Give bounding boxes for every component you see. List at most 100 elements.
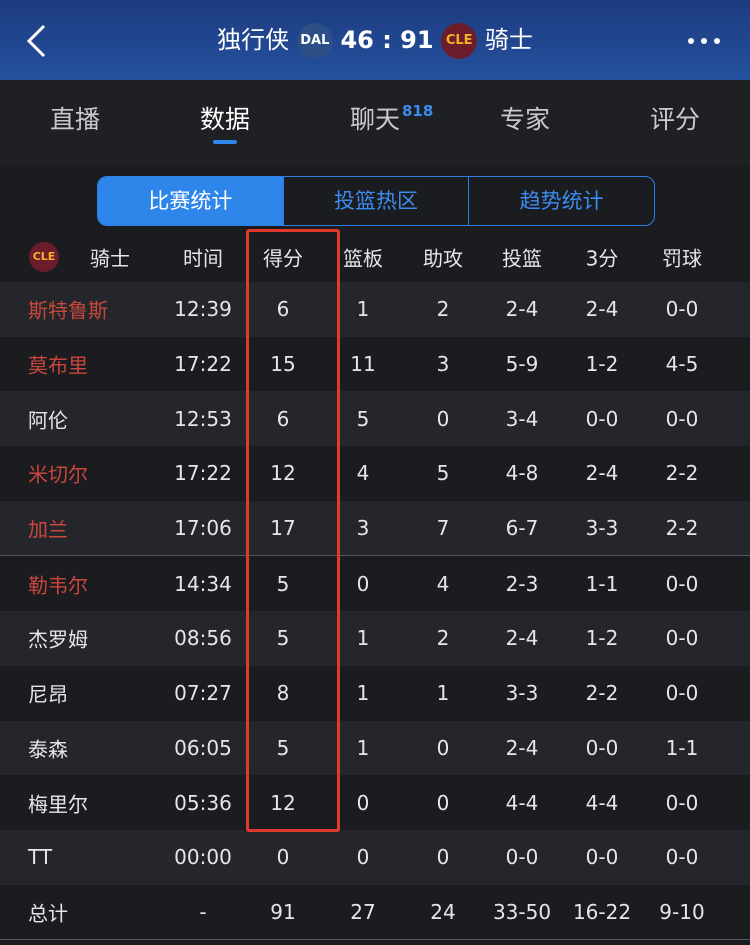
stat-cell: - — [199, 899, 207, 924]
stat-cell: 12 — [270, 461, 296, 486]
stat-cell: 2 — [436, 297, 450, 322]
stat-cell: 0-0 — [665, 571, 699, 596]
stat-cell: 4-4 — [585, 790, 619, 815]
player-name[interactable]: 加兰 — [28, 517, 68, 542]
stat-cell: 1 — [356, 735, 370, 760]
home-logo: DAL — [296, 23, 333, 59]
stat-cell: 08:56 — [174, 626, 232, 651]
stat-cell: 3-4 — [505, 406, 539, 431]
segment-control: 比赛统计 投篮热区 趋势统计 — [97, 176, 655, 226]
player-name[interactable]: 泰森 — [28, 737, 68, 762]
stat-cell: 2-4 — [585, 461, 619, 486]
segment[interactable]: 比赛统计 — [98, 177, 283, 225]
player-name[interactable]: 米切尔 — [28, 462, 88, 487]
stat-cell: 2-4 — [505, 626, 539, 651]
table-row: 总计 - 91 27 24 33-50 16-22 9-10 — [0, 884, 750, 941]
player-name[interactable]: 杰罗姆 — [28, 627, 88, 652]
tab[interactable]: 直播 — [49, 105, 101, 134]
tab[interactable]: 专家 — [499, 105, 551, 134]
stat-cell: 05:36 — [174, 790, 232, 815]
column-header: 3分 — [585, 246, 619, 271]
more-button[interactable] — [686, 36, 726, 46]
stat-cell: 07:27 — [174, 681, 232, 706]
stat-cell: 5 — [276, 735, 290, 760]
table-row: 勒韦尔 14:34 5 0 4 2-3 1-1 0-0 — [0, 555, 750, 612]
stat-cell: 0 — [356, 790, 370, 815]
player-name[interactable]: 莫布里 — [28, 353, 88, 378]
stat-cell: 15 — [270, 352, 296, 377]
player-name[interactable]: 总计 — [28, 901, 68, 926]
stat-cell: 17:22 — [174, 461, 232, 486]
stat-cell: 6 — [276, 406, 290, 431]
table-row: 尼昂 07:27 8 1 1 3-3 2-2 0-0 — [0, 665, 750, 721]
stat-cell: 1-1 — [665, 735, 699, 760]
chat-badge: 818 — [402, 102, 434, 120]
stat-cell: 2-2 — [665, 461, 699, 486]
stat-cell: 2-4 — [505, 735, 539, 760]
score: 46 : 91 — [340, 26, 434, 54]
stat-cell: 2-3 — [505, 571, 539, 596]
stat-cell: 17:06 — [174, 516, 232, 541]
tab-indicator — [213, 140, 237, 144]
stat-cell: 7 — [436, 516, 450, 541]
tab[interactable]: 数据 — [199, 105, 251, 134]
stat-cell: 2-4 — [585, 297, 619, 322]
team-logo: CLE — [29, 242, 59, 272]
player-name[interactable]: 斯特鲁斯 — [28, 298, 108, 323]
table-row: 加兰 17:06 17 3 7 6-7 3-3 2-2 — [0, 500, 750, 556]
stat-cell: 0-0 — [505, 845, 539, 870]
top-bar: 独行侠 DAL 46 : 91 CLE 骑士 — [0, 0, 750, 80]
tab[interactable]: 聊天 — [349, 105, 401, 134]
stat-cell: 0-0 — [665, 406, 699, 431]
stat-cell: 0 — [436, 735, 450, 760]
stat-cell: 27 — [350, 899, 376, 924]
tab[interactable]: 评分 — [649, 105, 701, 134]
stat-cell: 0 — [436, 790, 450, 815]
player-name[interactable]: TT — [28, 845, 53, 870]
segment[interactable]: 投篮热区 — [282, 177, 469, 225]
stat-cell: 12 — [270, 790, 296, 815]
stat-cell: 0-0 — [665, 790, 699, 815]
stat-cell: 1 — [356, 681, 370, 706]
stat-cell: 16-22 — [572, 899, 632, 924]
highlight-box — [246, 229, 340, 832]
back-button[interactable] — [24, 24, 48, 58]
stat-cell: 17 — [270, 516, 296, 541]
stat-cell: 17:22 — [174, 352, 232, 377]
column-header: 骑士 — [90, 246, 130, 271]
column-header: 篮板 — [343, 246, 383, 271]
stat-cell: 0-0 — [585, 406, 619, 431]
stat-cell: 0 — [436, 845, 450, 870]
stat-cell: 3-3 — [505, 681, 539, 706]
column-header: 得分 — [263, 246, 303, 271]
table-row: 米切尔 17:22 12 4 5 4-8 2-4 2-2 — [0, 446, 750, 501]
stat-cell: 5 — [356, 406, 370, 431]
stat-cell: 0-0 — [585, 735, 619, 760]
stat-cell: 5-9 — [505, 352, 539, 377]
stat-cell: 2 — [436, 626, 450, 651]
player-name[interactable]: 阿伦 — [28, 408, 68, 433]
tab-bar: 直播 数据 聊天 818 专家 评分 — [0, 80, 750, 165]
stat-cell: 2-2 — [665, 516, 699, 541]
home-team: 独行侠 — [217, 26, 290, 54]
stat-cell: 5 — [276, 626, 290, 651]
player-name[interactable]: 勒韦尔 — [28, 573, 88, 598]
stat-cell: 1-2 — [585, 626, 619, 651]
player-name[interactable]: 梅里尔 — [28, 792, 88, 817]
table-row: 杰罗姆 08:56 5 1 2 2-4 1-2 0-0 — [0, 611, 750, 666]
stat-cell: 0 — [356, 845, 370, 870]
stat-cell: 6 — [276, 297, 290, 322]
segment[interactable]: 趋势统计 — [468, 177, 654, 225]
column-header: 时间 — [183, 246, 223, 271]
table-row: TT 00:00 0 0 0 0-0 0-0 0-0 — [0, 829, 750, 885]
stat-cell: 14:34 — [174, 571, 232, 596]
table-row: 泰森 06:05 5 1 0 2-4 0-0 1-1 — [0, 720, 750, 776]
stat-cell: 4 — [436, 571, 450, 596]
stat-cell: 1 — [436, 681, 450, 706]
stat-cell: 24 — [430, 899, 456, 924]
stat-cell: 3 — [356, 516, 370, 541]
player-name[interactable]: 尼昂 — [28, 682, 68, 707]
stat-cell: 5 — [276, 571, 290, 596]
stat-cell: 0 — [356, 571, 370, 596]
